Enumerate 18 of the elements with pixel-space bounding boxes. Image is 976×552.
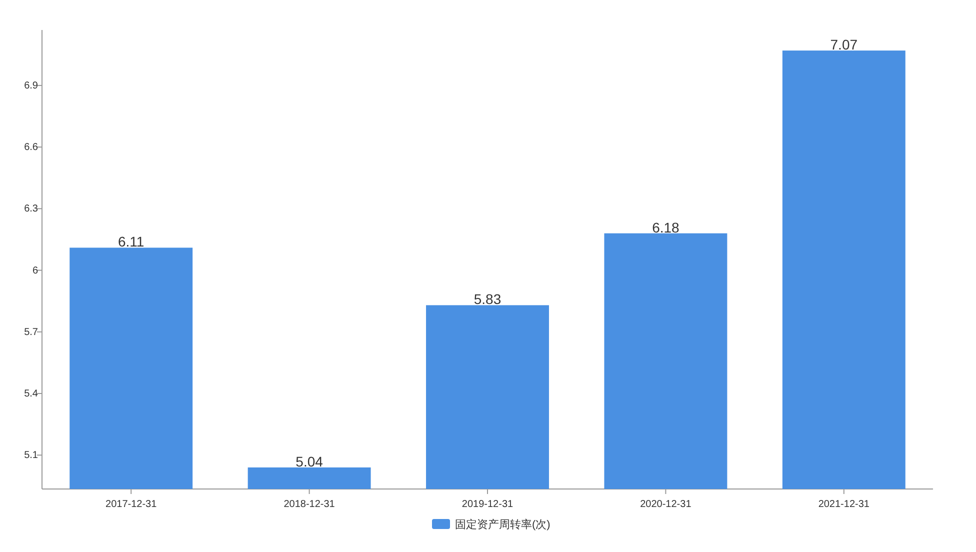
y-tick-label: 5.7 (24, 326, 38, 338)
x-tick-label: 2021-12-31 (818, 499, 870, 510)
x-tick-label: 2020-12-31 (640, 499, 692, 510)
y-tick-label: 6.6 (24, 142, 38, 154)
x-tick-label: 2019-12-31 (462, 499, 514, 510)
x-tick-label: 2017-12-31 (106, 499, 158, 510)
data-label: 7.07 (830, 36, 858, 53)
y-tick-label: 6 (32, 265, 38, 276)
y-tick-label: 5.4 (24, 388, 38, 400)
y-tick-label: 5.1 (24, 450, 38, 462)
data-label: 5.83 (474, 291, 502, 308)
legend-label: 固定资产周转率(次) (455, 518, 550, 531)
data-label: 6.11 (118, 234, 144, 250)
x-tick-label: 2018-12-31 (284, 499, 336, 510)
data-label: 5.04 (296, 453, 324, 470)
y-tick-label: 6.9 (24, 80, 38, 92)
y-tick-label: 6.3 (24, 204, 38, 215)
data-label: 6.18 (652, 219, 680, 236)
